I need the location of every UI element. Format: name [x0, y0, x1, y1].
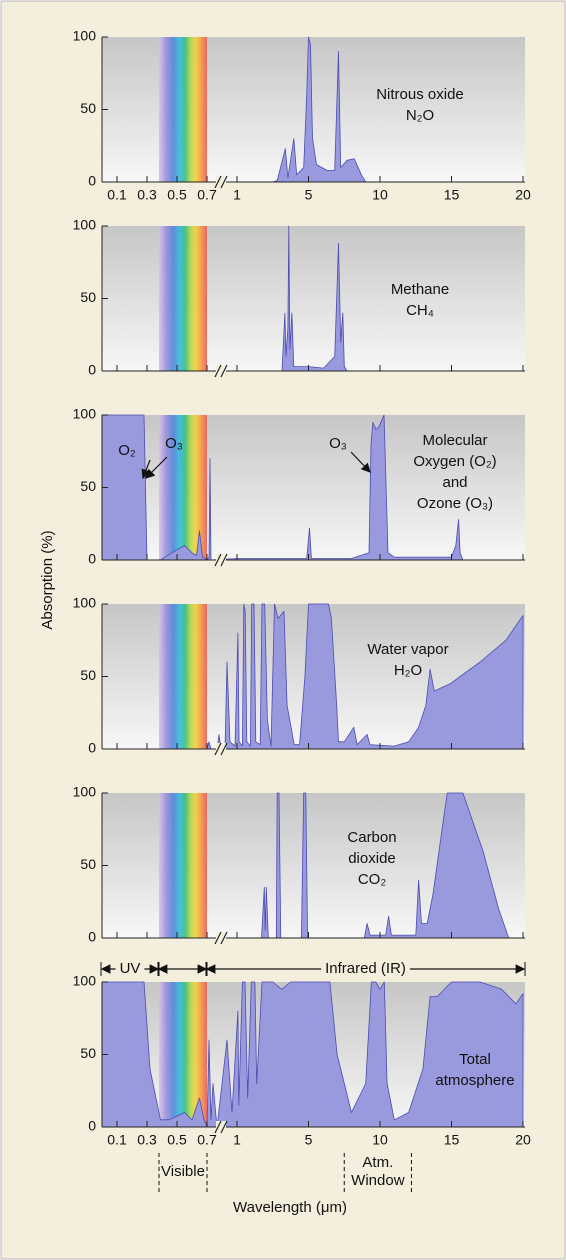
gas-label: Carbon [347, 829, 396, 846]
visible-spectrum [159, 604, 207, 749]
annotation: O₃ [165, 435, 183, 452]
absorption-area [272, 36, 367, 183]
gas-label: Oxygen (O₂) [413, 453, 496, 470]
y-tick-label: 100 [73, 973, 97, 989]
x-tick-label: 0.1 [107, 1132, 127, 1148]
absorption-area [281, 225, 348, 372]
annotation: O₂ [118, 442, 136, 459]
axis-break [214, 931, 222, 945]
absorption-area [154, 603, 524, 750]
x-axis-label: Wavelength (μm) [233, 1199, 347, 1216]
x-tick-label: 0.1 [107, 187, 127, 203]
gas-label: CH₄ [406, 302, 434, 319]
axis-break [214, 364, 222, 378]
y-tick-label: 100 [73, 406, 97, 422]
y-tick-label: 0 [88, 740, 96, 756]
axis-break [220, 931, 228, 945]
gas-label: Total [459, 1051, 491, 1068]
y-tick-label: 50 [80, 100, 96, 116]
gas-label: dioxide [348, 850, 396, 867]
band-label: Atm. [362, 1154, 393, 1171]
y-tick-label: 50 [80, 289, 96, 305]
y-tick-label: 0 [88, 173, 96, 189]
axis-break [220, 1120, 228, 1134]
axis-break [220, 742, 228, 756]
x-tick-label: 0.5 [167, 187, 187, 203]
axis-break [214, 742, 222, 756]
y-axis-label: Absorption (%) [39, 530, 56, 629]
x-tick-label: 0.3 [137, 187, 157, 203]
x-tick-label: 0.7 [197, 1132, 217, 1148]
x-tick-label: 10 [372, 187, 388, 203]
x-tick-label: 0.3 [137, 1132, 157, 1148]
y-tick-label: 0 [88, 929, 96, 945]
axis-break [220, 364, 228, 378]
axis-break [220, 553, 228, 567]
band-label-bg [321, 961, 410, 977]
y-tick-label: 0 [88, 1118, 96, 1134]
gas-label: Ozone (O₃) [417, 495, 493, 512]
axis-break-gap [216, 365, 226, 377]
x-tick-label: 5 [305, 1132, 313, 1148]
axis-break-gap [216, 176, 226, 188]
y-tick-label: 50 [80, 667, 96, 683]
axis-break-gap [216, 1121, 226, 1133]
y-tick-label: 100 [73, 784, 97, 800]
axis-break [214, 175, 222, 189]
annotation-arrow [145, 456, 168, 479]
y-tick-label: 0 [88, 551, 96, 567]
y-tick-label: 50 [80, 856, 96, 872]
gas-label: CO₂ [358, 871, 387, 888]
x-tick-label: 15 [444, 1132, 460, 1148]
x-tick-label: 15 [444, 187, 460, 203]
band-label: Infrared (IR) [325, 960, 406, 977]
axis-break-gap [216, 554, 226, 566]
y-tick-label: 100 [73, 595, 97, 611]
band-label: Visible [161, 1163, 205, 1180]
axis-break-gap [216, 743, 226, 755]
y-tick-label: 0 [88, 362, 96, 378]
absorption-area [101, 981, 524, 1128]
gas-label: H₂O [394, 662, 422, 679]
gas-label: Nitrous oxide [376, 86, 464, 103]
visible-spectrum [159, 793, 207, 938]
x-tick-label: 0.5 [167, 1132, 187, 1148]
gas-label: Molecular [422, 432, 487, 449]
visible-spectrum [159, 37, 207, 182]
x-tick-label: 5 [305, 187, 313, 203]
band-label: UV [120, 960, 141, 977]
y-tick-label: 50 [80, 1045, 96, 1061]
gas-label: Methane [391, 281, 449, 298]
x-tick-label: 1 [233, 187, 241, 203]
axis-break [214, 553, 222, 567]
y-tick-label: 100 [73, 28, 97, 44]
band-label: Window [351, 1172, 405, 1189]
axis-break-gap [216, 932, 226, 944]
axis-break [220, 175, 228, 189]
annotation-arrow [350, 451, 371, 473]
x-tick-label: 0.7 [197, 187, 217, 203]
axis-break [214, 1120, 222, 1134]
gas-label: and [442, 474, 467, 491]
y-tick-label: 50 [80, 478, 96, 494]
x-tick-label: 20 [515, 1132, 531, 1148]
band-label-bg [115, 961, 145, 977]
gas-label: atmosphere [435, 1072, 514, 1089]
annotation: O₃ [329, 435, 347, 452]
x-tick-label: 1 [233, 1132, 241, 1148]
gas-label: N₂O [406, 107, 434, 124]
x-tick-label: 20 [515, 187, 531, 203]
x-tick-label: 10 [372, 1132, 388, 1148]
y-tick-label: 100 [73, 217, 97, 233]
gas-label: Water vapor [367, 641, 448, 658]
visible-spectrum [159, 226, 207, 371]
